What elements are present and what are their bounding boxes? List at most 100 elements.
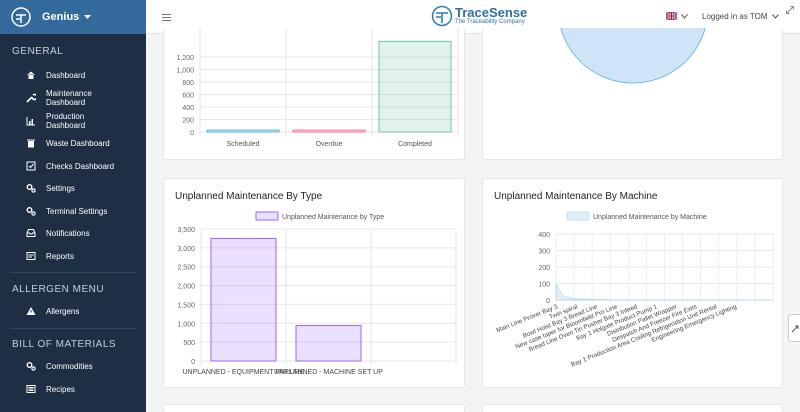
maintenance-status-card: 1,200 1,000 800 600 400 200 0 Scheduled Overdue C…: [163, 28, 465, 160]
chevron-down-icon: [771, 14, 779, 19]
home-icon: [27, 71, 35, 79]
trash-icon: [27, 139, 35, 148]
x-tick-label: Completed: [398, 141, 432, 148]
sidebar-item-settings[interactable]: Settings: [0, 177, 146, 199]
bar: [378, 40, 452, 133]
brand-dropdown[interactable]: Genius: [42, 11, 92, 23]
sidebar-item-label: Settings: [46, 183, 75, 193]
y-tick-label: 0: [546, 298, 550, 305]
uk-flag-icon: [666, 12, 677, 20]
y-tick-label: 1,000: [176, 68, 194, 75]
legend-swatch: [255, 211, 279, 221]
card-title: Unplanned Maintenance By Machine: [494, 191, 658, 202]
bar: [206, 129, 280, 133]
user-menu[interactable]: Logged in as TOM: [702, 12, 779, 21]
handle-icon: [791, 325, 799, 333]
y-tick-label: 400: [182, 105, 194, 112]
bottom-card-right: [482, 404, 783, 412]
sidebar-item-label: Recipes: [46, 384, 75, 394]
y-tick-label: 800: [182, 80, 194, 87]
y-tick-label: 400: [538, 232, 550, 239]
y-tick-label: 1,500: [177, 302, 195, 309]
warning-icon: [26, 307, 36, 315]
y-tick-label: 500: [183, 340, 195, 347]
sidebar-item-label: Waste Dashboard: [46, 138, 110, 148]
tracesense-logo-icon: [431, 5, 453, 27]
sidebar-item-reports[interactable]: Reports: [0, 245, 146, 267]
sidebar-item-dashboard[interactable]: Dashboard: [0, 64, 146, 86]
logo-tagline: The Traceability Company: [455, 19, 525, 25]
y-tick-label: 600: [182, 93, 194, 100]
y-tick-label: 200: [182, 118, 194, 125]
legend-label: Unplanned Maintenance by Machine: [593, 214, 707, 221]
legend-swatch: [566, 211, 590, 221]
bar: [295, 325, 362, 362]
y-tick-label: 2,500: [177, 265, 195, 272]
bar: [210, 237, 277, 362]
caret-down-icon: [84, 14, 92, 19]
section-general: GENERAL: [12, 46, 64, 57]
expand-icon[interactable]: [786, 6, 794, 14]
pie-slice: [560, 28, 706, 84]
pie-chart-card: [482, 28, 783, 160]
sidebar-item-label: Production Dashboard: [46, 112, 86, 130]
x-tick-label: UNPLANNED - MACHINE SET UP: [274, 369, 383, 376]
sidebar-item-label: Maintenance Dashboard: [46, 89, 92, 107]
sidebar-item-production[interactable]: Production Dashboard: [0, 110, 146, 132]
y-tick-label: 1,000: [177, 321, 195, 328]
y-tick-label: 3,000: [177, 246, 195, 253]
sidebar-item-checks[interactable]: Checks Dashboard: [0, 155, 146, 177]
chevron-down-icon: [681, 13, 688, 19]
legend-label: Unplanned Maintenance by Type: [282, 214, 384, 221]
sidebar-item-waste[interactable]: Waste Dashboard: [0, 132, 146, 154]
maintenance-status-chart: 1,200 1,000 800 600 400 200 0 Scheduled Overdue C…: [176, 28, 459, 148]
brand-name: Genius: [42, 11, 80, 23]
y-tick-label: 300: [538, 249, 550, 256]
gears-icon: [26, 184, 36, 193]
hamburger-menu-icon[interactable]: [162, 14, 171, 21]
sidebar-item-notifications[interactable]: Notifications: [0, 222, 146, 244]
unplanned-by-machine-chart: Unplanned Maintenance by Machine 400 300 20…: [495, 211, 774, 368]
sidebar-item-terminal-settings[interactable]: Terminal Settings: [0, 200, 146, 222]
y-tick-label: 100: [538, 282, 550, 289]
y-tick-label: 3,500: [177, 227, 195, 234]
tracesense-logo-icon: [11, 7, 31, 27]
bottom-card-left: [163, 404, 465, 412]
section-bill-of-materials: BILL OF MATERIALS: [12, 339, 117, 350]
sidebar-item-maintenance[interactable]: Maintenance Dashboard: [0, 87, 146, 109]
y-tick-label: 0: [191, 359, 195, 366]
wrench-icon: [26, 93, 36, 103]
unplanned-by-machine-card: Unplanned Maintenance By Machine Unplann…: [482, 178, 783, 388]
y-tick-label: 200: [538, 265, 550, 272]
language-selector[interactable]: [666, 12, 688, 20]
sidebar: Genius GENERAL Dashboard Maintenance Das…: [0, 0, 146, 412]
sidebar-item-label: Terminal Settings: [46, 206, 108, 216]
logo-main-text: TraceSense: [455, 5, 528, 20]
checkbox-icon: [26, 161, 36, 171]
unplanned-by-type-chart: Unplanned Maintenance by Type 3,500 3,000 2…: [177, 211, 457, 376]
sidebar-item-label: Allergens: [46, 306, 80, 316]
gears-icon: [26, 362, 36, 371]
inbox-icon: [26, 229, 36, 237]
reports-icon: [26, 252, 36, 260]
sidebar-header: Genius: [0, 0, 146, 34]
area-series: [555, 283, 774, 301]
y-tick-label: 1,200: [176, 55, 194, 62]
side-panel-handle[interactable]: [788, 314, 800, 342]
sidebar-item-commodities[interactable]: Commodities: [0, 355, 146, 377]
list-icon: [26, 385, 36, 393]
logged-in-text: Logged in as TOM: [702, 12, 768, 21]
y-tick-label: 2,000: [177, 284, 195, 291]
sidebar-item-label: Checks Dashboard: [46, 161, 115, 171]
sidebar-item-label: Notifications: [46, 228, 90, 238]
x-tick-label: Overdue: [316, 141, 343, 148]
sidebar-item-label: Reports: [46, 251, 75, 261]
section-allergen-menu: ALLERGEN MENU: [12, 284, 105, 295]
bar: [292, 129, 366, 133]
tracesense-logo: TraceSense The Traceability Company: [431, 5, 551, 29]
sidebar-item-recipes[interactable]: Recipes: [0, 378, 146, 400]
x-tick-label: UNPLANNED - EQUIPMENT FAILURE: [182, 369, 304, 376]
sidebar-item-allergens[interactable]: Allergens: [0, 300, 146, 322]
x-tick-label: Scheduled: [226, 141, 259, 148]
y-tick-label: 0: [190, 130, 194, 137]
